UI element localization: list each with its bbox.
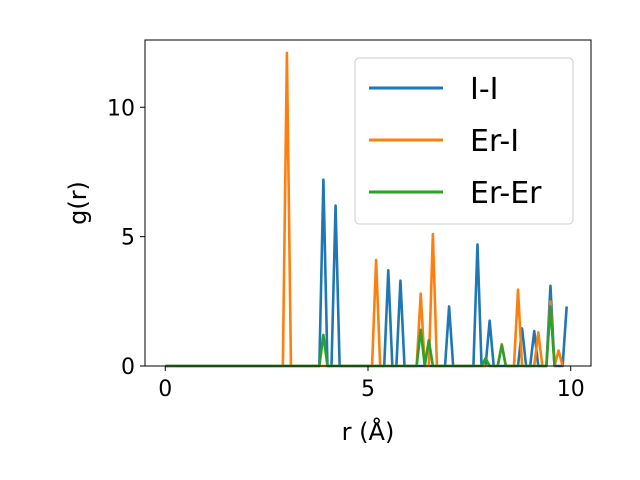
- legend-label-er-i: Er-I: [470, 124, 519, 159]
- x-tick-label: 0: [158, 377, 172, 402]
- x-tick-label: 10: [557, 377, 585, 402]
- y-axis: 0 5 10: [107, 96, 145, 380]
- series-line-er-er: [165, 305, 556, 368]
- y-axis-label: g(r): [64, 181, 92, 225]
- legend: I-I Er-I Er-Er: [354, 57, 574, 225]
- y-tick-label: 0: [121, 355, 135, 380]
- y-tick-label: 10: [107, 96, 135, 121]
- y-tick-label: 5: [121, 226, 135, 251]
- x-axis: 0 5 10: [158, 366, 585, 402]
- x-tick-label: 5: [361, 377, 375, 402]
- legend-label-i-i: I-I: [470, 72, 499, 107]
- legend-box: [354, 57, 574, 225]
- x-axis-label: r (Å): [342, 417, 395, 446]
- legend-label-er-er: Er-Er: [470, 176, 542, 211]
